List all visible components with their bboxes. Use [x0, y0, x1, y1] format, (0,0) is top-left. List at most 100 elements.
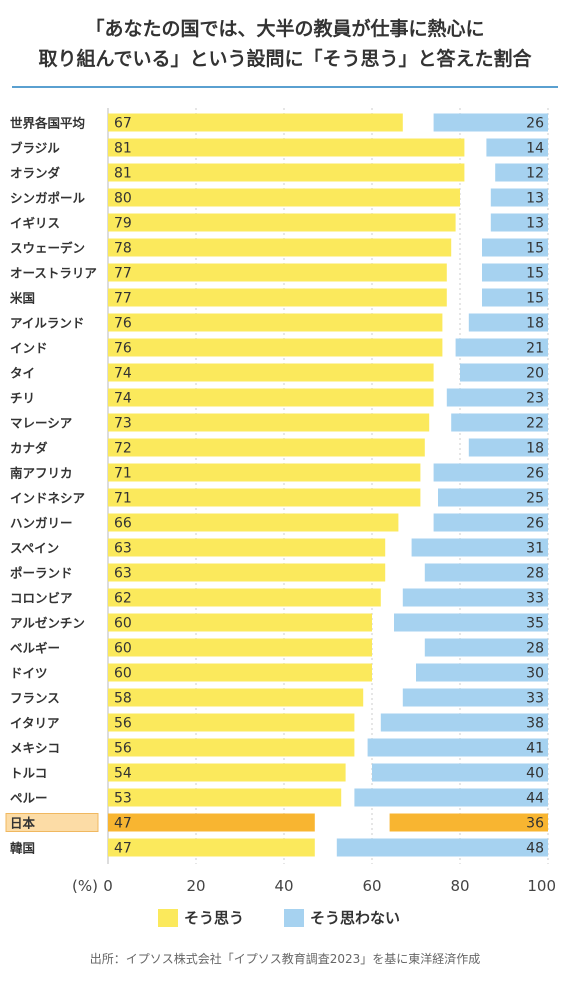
chart-title-line-1: 「あなたの国では、大半の教員が仕事に熱心に — [85, 18, 485, 40]
disagree-value-label: 48 — [526, 841, 544, 857]
category-label: チリ — [10, 391, 35, 406]
agree-value-label: 60 — [114, 616, 132, 632]
disagree-bar — [411, 538, 548, 557]
x-tick-label: 80 — [450, 877, 469, 895]
disagree-bar — [495, 163, 548, 182]
disagree-value-label: 15 — [526, 241, 544, 257]
category-label: ハンガリー — [10, 516, 73, 531]
disagree-bar — [451, 413, 548, 432]
agree-bar — [108, 513, 399, 532]
agree-bar — [108, 738, 355, 757]
agree-bar — [108, 213, 456, 232]
agree-value-label: 67 — [114, 116, 132, 132]
agree-value-label: 60 — [114, 641, 132, 657]
disagree-bar — [468, 313, 548, 332]
agree-value-label: 47 — [114, 841, 132, 857]
disagree-value-label: 28 — [526, 566, 544, 582]
agree-value-label: 47 — [114, 816, 132, 832]
bar-chart: 世界各国平均 67 26 ブラジル 81 14 オランダ 81 12 シンガポール 80 13 イギリス… — [5, 108, 556, 895]
x-tick-label: 100 — [527, 877, 556, 895]
disagree-value-label: 31 — [526, 541, 544, 557]
disagree-value-label: 25 — [526, 491, 544, 507]
x-tick-label: 0 — [103, 877, 113, 895]
disagree-value-label: 18 — [526, 441, 544, 457]
category-label: イギリス — [10, 216, 60, 231]
legend-swatch-disagree — [284, 909, 304, 927]
agree-bar — [108, 713, 355, 732]
category-label: スペイン — [10, 541, 59, 556]
agree-bar — [108, 838, 315, 857]
agree-bar — [108, 813, 315, 832]
agree-bar — [108, 638, 372, 657]
disagree-value-label: 28 — [526, 641, 544, 657]
category-label: 韓国 — [10, 841, 35, 856]
disagree-bar — [416, 663, 548, 682]
agree-bar — [108, 538, 386, 557]
disagree-value-label: 13 — [526, 191, 544, 207]
disagree-value-label: 20 — [526, 366, 544, 382]
agree-bar — [108, 163, 465, 182]
disagree-bar — [380, 713, 548, 732]
disagree-bar — [389, 813, 548, 832]
agree-bar — [108, 463, 421, 482]
agree-value-label: 81 — [114, 166, 132, 182]
agree-bar — [108, 413, 430, 432]
agree-bar — [108, 563, 386, 582]
category-label: インドネシア — [10, 491, 85, 506]
category-label: ブラジル — [10, 141, 60, 156]
disagree-bar — [424, 563, 548, 582]
disagree-value-label: 41 — [526, 741, 544, 757]
agree-value-label: 71 — [114, 466, 132, 482]
category-label: オランダ — [10, 166, 61, 181]
disagree-bar — [455, 338, 548, 357]
disagree-value-label: 22 — [526, 416, 544, 432]
agree-value-label: 53 — [114, 791, 132, 807]
source-note: 出所：イプソス株式会社「イプソス教育調査2023」を基に東洋経済作成 — [89, 952, 481, 966]
disagree-bar — [490, 213, 548, 232]
disagree-bar — [486, 138, 548, 157]
agree-bar — [108, 488, 421, 507]
agree-value-label: 77 — [114, 291, 132, 307]
agree-value-label: 77 — [114, 266, 132, 282]
agree-value-label: 78 — [114, 241, 132, 257]
disagree-bar — [482, 288, 548, 307]
agree-bar — [108, 238, 452, 257]
disagree-bar — [394, 613, 548, 632]
category-label: マレーシア — [10, 416, 72, 431]
disagree-bar — [402, 688, 548, 707]
disagree-bar — [433, 113, 548, 132]
agree-value-label: 73 — [114, 416, 132, 432]
disagree-bar — [482, 238, 548, 257]
disagree-value-label: 13 — [526, 216, 544, 232]
category-label: 南アフリカ — [10, 466, 73, 481]
disagree-bar — [336, 838, 548, 857]
agree-value-label: 76 — [114, 316, 132, 332]
disagree-bar — [424, 638, 548, 657]
category-label: スウェーデン — [10, 241, 85, 256]
disagree-value-label: 35 — [526, 616, 544, 632]
disagree-value-label: 33 — [526, 691, 544, 707]
disagree-value-label: 21 — [526, 341, 544, 357]
category-label: ポーランド — [10, 566, 73, 581]
agree-bar — [108, 788, 342, 807]
agree-value-label: 62 — [114, 591, 132, 607]
category-label: 日本 — [10, 816, 36, 831]
agree-bar — [108, 363, 434, 382]
disagree-value-label: 26 — [526, 516, 544, 532]
category-label: シンガポール — [10, 191, 86, 206]
category-label: イタリア — [10, 716, 60, 731]
category-label: アイルランド — [10, 316, 84, 331]
disagree-bar — [402, 588, 548, 607]
legend-swatch-agree — [158, 909, 178, 927]
disagree-bar — [468, 438, 548, 457]
category-label: カナダ — [10, 441, 48, 456]
x-tick-label: 60 — [362, 877, 381, 895]
category-label: コロンビア — [10, 591, 73, 606]
agree-bar — [108, 188, 460, 207]
agree-value-label: 81 — [114, 141, 132, 157]
category-label: 米国 — [9, 291, 35, 306]
category-label: オーストラリア — [10, 266, 97, 281]
agree-value-label: 76 — [114, 341, 132, 357]
agree-bar — [108, 263, 447, 282]
category-label: トルコ — [10, 766, 47, 781]
